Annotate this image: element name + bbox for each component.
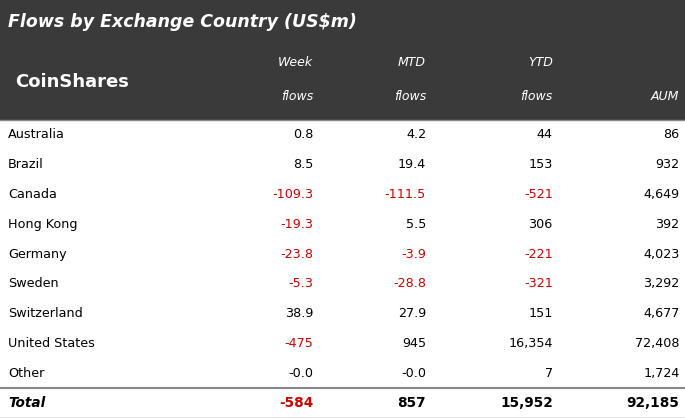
- Text: 5.5: 5.5: [406, 218, 426, 231]
- Text: Flows by Exchange Country (US$m): Flows by Exchange Country (US$m): [8, 13, 357, 31]
- Text: Week: Week: [278, 56, 313, 69]
- Text: -475: -475: [284, 337, 313, 350]
- Text: 153: 153: [528, 158, 553, 171]
- Text: flows: flows: [394, 89, 426, 102]
- Text: 857: 857: [397, 396, 426, 410]
- Text: AUM: AUM: [651, 89, 680, 102]
- Text: -111.5: -111.5: [385, 188, 426, 201]
- Text: -0.0: -0.0: [401, 367, 426, 380]
- Text: 1,724: 1,724: [643, 367, 680, 380]
- Text: 44: 44: [537, 128, 553, 141]
- Bar: [0, 0, 685, 120]
- Text: MTD: MTD: [398, 56, 426, 69]
- Text: flows: flows: [281, 89, 313, 102]
- Text: Sweden: Sweden: [8, 278, 59, 291]
- Text: 0.8: 0.8: [292, 128, 313, 141]
- Text: 72,408: 72,408: [635, 337, 680, 350]
- Text: 15,952: 15,952: [500, 396, 553, 410]
- Text: 306: 306: [529, 218, 553, 231]
- Text: 16,354: 16,354: [508, 337, 553, 350]
- Text: -521: -521: [524, 188, 553, 201]
- Text: -321: -321: [524, 278, 553, 291]
- Text: -23.8: -23.8: [280, 247, 313, 260]
- Text: United States: United States: [8, 337, 95, 350]
- Text: 86: 86: [663, 128, 680, 141]
- Text: 92,185: 92,185: [627, 396, 680, 410]
- Text: Total: Total: [8, 396, 45, 410]
- Text: Hong Kong: Hong Kong: [8, 218, 77, 231]
- Text: 19.4: 19.4: [398, 158, 426, 171]
- Text: Australia: Australia: [8, 128, 65, 141]
- Text: 3,292: 3,292: [643, 278, 680, 291]
- Text: YTD: YTD: [528, 56, 553, 69]
- Text: Switzerland: Switzerland: [8, 307, 83, 320]
- Text: -5.3: -5.3: [288, 278, 313, 291]
- Text: 4.2: 4.2: [406, 128, 426, 141]
- Text: 392: 392: [656, 218, 680, 231]
- Text: Germany: Germany: [8, 247, 67, 260]
- Text: 27.9: 27.9: [398, 307, 426, 320]
- Text: 8.5: 8.5: [292, 158, 313, 171]
- Text: -28.8: -28.8: [393, 278, 426, 291]
- Text: 4,677: 4,677: [643, 307, 680, 320]
- Text: Other: Other: [8, 367, 45, 380]
- Text: 945: 945: [402, 337, 426, 350]
- Text: 4,023: 4,023: [643, 247, 680, 260]
- Text: -0.0: -0.0: [288, 367, 313, 380]
- Text: 7: 7: [545, 367, 553, 380]
- Text: Brazil: Brazil: [8, 158, 44, 171]
- Text: CoinShares: CoinShares: [15, 73, 129, 91]
- Text: Canada: Canada: [8, 188, 57, 201]
- Text: 151: 151: [528, 307, 553, 320]
- Text: -584: -584: [279, 396, 313, 410]
- Text: 932: 932: [656, 158, 680, 171]
- Text: -3.9: -3.9: [401, 247, 426, 260]
- Text: flows: flows: [521, 89, 553, 102]
- Text: 4,649: 4,649: [643, 188, 680, 201]
- Text: 38.9: 38.9: [285, 307, 313, 320]
- Text: -221: -221: [524, 247, 553, 260]
- Text: -109.3: -109.3: [272, 188, 313, 201]
- Text: -19.3: -19.3: [280, 218, 313, 231]
